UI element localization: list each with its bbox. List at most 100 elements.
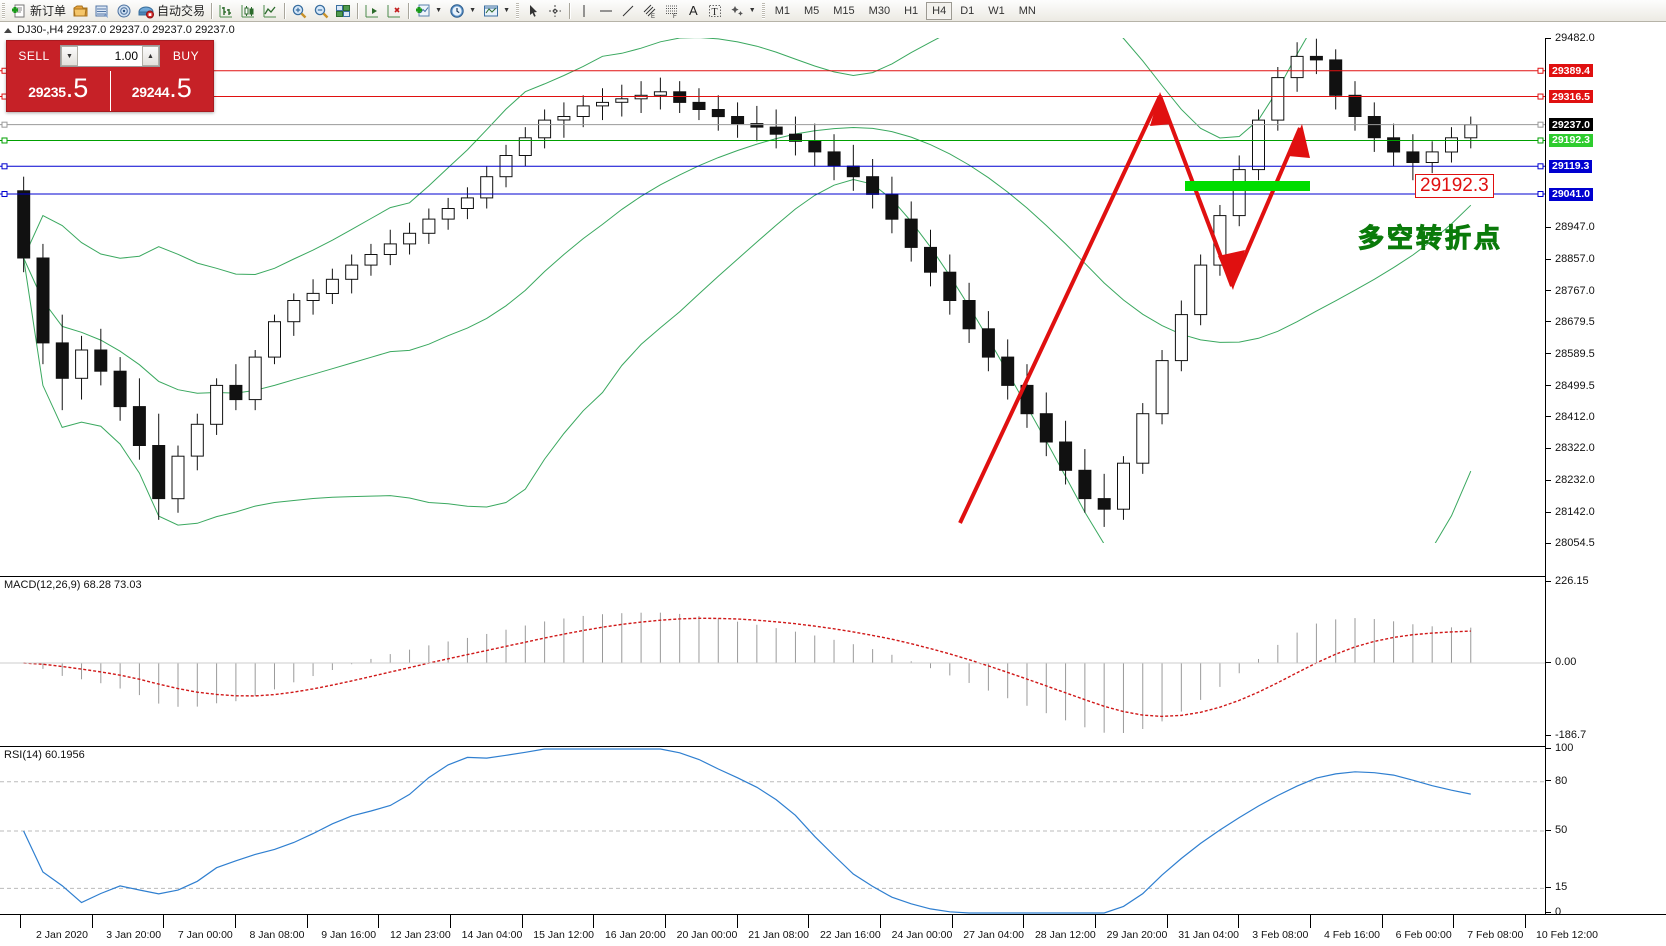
add-indicator-dropdown-arrow[interactable]: ▼	[435, 7, 442, 14]
lot-size-stepper[interactable]: ▼ 1.00 ▲	[60, 45, 160, 67]
auto-scroll-button[interactable]	[383, 1, 405, 21]
data-window-button[interactable]	[113, 1, 135, 21]
timeframe-m30-button[interactable]: M30	[868, 4, 891, 17]
timeframe-d1-button[interactable]: D1	[960, 4, 975, 17]
data-window-icon	[116, 3, 132, 19]
price-scale-tick-label: 28499.5	[1555, 379, 1595, 392]
rsi-scale-tick: 15	[1546, 881, 1666, 893]
time-axis-tick	[306, 915, 308, 928]
tick-dash	[1546, 747, 1551, 749]
text-label-button[interactable]: T	[704, 1, 726, 21]
templates-icon	[483, 3, 499, 19]
toolbar-grip-2[interactable]	[514, 2, 522, 20]
time-axis-label: 3 Feb 08:00	[1252, 929, 1309, 941]
time-axis-label: 31 Jan 04:00	[1178, 929, 1240, 941]
autotrading-label: 自动交易	[157, 4, 206, 18]
lot-increase-button[interactable]: ▲	[142, 46, 159, 66]
time-axis-label: 8 Jan 08:00	[249, 929, 305, 941]
templates-dropdown-arrow[interactable]: ▼	[503, 7, 510, 14]
time-axis-tick	[450, 915, 451, 928]
lot-size-value[interactable]: 1.00	[114, 49, 138, 63]
cursor-button[interactable]	[522, 1, 544, 21]
buy-button[interactable]: BUY	[172, 49, 200, 63]
lot-decrease-button[interactable]: ▼	[61, 46, 78, 66]
chart-shift-button[interactable]	[361, 1, 383, 21]
price-scale[interactable]: 29482.0 29389.4 29316.5 29237.0 29192.3 29119…	[1545, 32, 1666, 918]
vertical-line-button[interactable]	[573, 1, 595, 21]
trend-line-button[interactable]	[617, 1, 639, 21]
price-annotation-tag[interactable]: 29192.3	[1415, 174, 1494, 198]
text-button[interactable]: A	[683, 1, 704, 21]
timeframe-m15-button[interactable]: M15	[833, 4, 855, 17]
price-scale-tick-label: 29482.0	[1555, 32, 1595, 44]
price-scale-badge-resistance[interactable]: 29389.4	[1549, 64, 1593, 78]
crosshair-icon	[547, 3, 563, 19]
price-scale-badge-last-price[interactable]: 29237.0	[1549, 118, 1593, 132]
chinese-annotation[interactable]: 多空转折点	[1357, 223, 1504, 254]
periods-dropdown-arrow[interactable]: ▼	[469, 7, 476, 14]
equidistant-channel-button[interactable]: E	[639, 1, 661, 21]
rsi-pane[interactable]: RSI(14) 60.1956	[0, 746, 1545, 914]
price-scale-tick: 28412.0	[1546, 411, 1666, 423]
time-axis: 2 Jan 2020 3 Jan 20:00 7 Jan 00:00 8 Jan 08…	[0, 914, 1666, 946]
equidistant-channel-icon: E	[642, 3, 658, 19]
chart-area[interactable]: MACD(12,26,9) 68.28 73.03 RSI(14) 60.195…	[0, 32, 1666, 946]
time-axis-label: 7 Jan 00:00	[177, 929, 233, 941]
collapse-triangle-icon[interactable]	[4, 27, 12, 33]
fibonacci-retracement-button[interactable]: F	[661, 1, 683, 21]
toolbar-grip-3[interactable]	[760, 2, 768, 20]
zoom-in-button[interactable]	[288, 1, 310, 21]
periods-button[interactable]: ▼	[446, 1, 480, 21]
shapes-button[interactable]: ▼	[726, 1, 760, 21]
profiles-button[interactable]	[69, 1, 91, 21]
timeframe-m5-button[interactable]: M5	[803, 4, 820, 17]
toolbar-grip[interactable]	[0, 2, 8, 20]
time-axis-label: 24 Jan 00:00	[891, 929, 953, 941]
price-scale-badge-support[interactable]: 29119.3	[1549, 159, 1593, 173]
one-click-trading-panel[interactable]: SELL ▼ 1.00 ▲ BUY 29235 .5 29244 .5	[6, 40, 214, 112]
rsi-scale-tick: 80	[1546, 775, 1666, 787]
macd-pane[interactable]: MACD(12,26,9) 68.28 73.03	[0, 576, 1545, 746]
rsi-scale-tick: 50	[1546, 824, 1666, 836]
tile-windows-button[interactable]	[332, 1, 354, 21]
text-icon: A	[689, 3, 698, 18]
tick-dash	[1546, 511, 1551, 513]
price-scale-tick: 28232.0	[1546, 474, 1666, 486]
crosshair-button[interactable]	[544, 1, 566, 21]
tick-dash	[1546, 580, 1551, 582]
horizontal-line-button[interactable]	[595, 1, 617, 21]
line-chart-button[interactable]	[259, 1, 281, 21]
toolbar-separator-3	[354, 2, 361, 20]
time-axis-label: 9 Jan 16:00	[321, 929, 377, 941]
time-axis-tick	[880, 915, 881, 928]
timeframe-w1-button[interactable]: W1	[988, 4, 1005, 17]
timeframe-h1-button[interactable]: H1	[904, 4, 919, 17]
candlestick-chart-button[interactable]	[237, 1, 259, 21]
sell-price-cell[interactable]: 29235 .5	[7, 71, 111, 111]
rsi-chart-svg	[0, 748, 1545, 914]
timeframe-m1-button[interactable]: M1	[774, 4, 790, 17]
tick-dash	[1546, 37, 1551, 39]
shapes-dropdown-arrow[interactable]: ▼	[748, 7, 756, 14]
rsi-scale-tick-label: 80	[1555, 774, 1568, 787]
timeframe-h4-button[interactable]: H4	[926, 1, 953, 20]
price-scale-badge-target[interactable]: 29192.3	[1549, 133, 1593, 147]
autotrading-icon	[138, 3, 155, 19]
vertical-line-icon	[576, 3, 592, 19]
symbol-ohlc-text: DJ30-,H4 29237.0 29237.0 29237.0 29237.0	[17, 24, 235, 36]
sell-price-decimal: .5	[65, 73, 89, 103]
templates-button[interactable]: ▼	[480, 1, 514, 21]
autotrading-button[interactable]: 自动交易	[135, 1, 208, 21]
timeframe-mn-button[interactable]: MN	[1018, 4, 1036, 17]
sell-button[interactable]: SELL	[18, 49, 50, 63]
zoom-out-button[interactable]	[310, 1, 332, 21]
new-order-button[interactable]: 新订单	[8, 1, 69, 21]
price-pane[interactable]	[0, 38, 1545, 543]
market-watch-button[interactable]	[91, 1, 113, 21]
buy-price-cell[interactable]: 29244 .5	[111, 71, 214, 111]
price-scale-tick-label: 28679.5	[1555, 315, 1595, 328]
price-scale-badge-support[interactable]: 29041.0	[1549, 187, 1593, 201]
price-scale-badge-resistance[interactable]: 29316.5	[1549, 90, 1593, 104]
bar-chart-button[interactable]	[215, 1, 237, 21]
add-indicator-button[interactable]: ▼	[412, 1, 446, 21]
